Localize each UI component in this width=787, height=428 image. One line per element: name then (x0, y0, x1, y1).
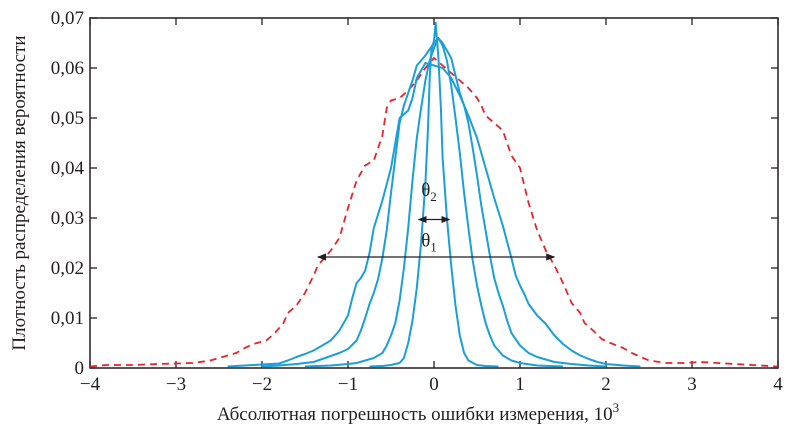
x-tick-label: 3 (687, 374, 697, 395)
x-tick-label: −2 (252, 374, 272, 395)
x-axis-ticks: −4 −3 −2 −1 0 1 2 3 4 (80, 18, 783, 395)
series-line-4 (369, 22, 499, 368)
y-tick-label: 0,03 (51, 208, 84, 229)
theta1-symbol: θ (421, 231, 430, 252)
y-tick-label: 0 (75, 358, 85, 379)
x-tick-label: 4 (773, 374, 783, 395)
series-line-dashed (89, 57, 779, 368)
x-tick-label: 2 (601, 374, 611, 395)
x-tick-label: −1 (338, 374, 358, 395)
x-axis-title-sup: 3 (613, 400, 620, 415)
series-layer (89, 22, 779, 368)
theta1-subscript: 1 (430, 240, 437, 255)
x-axis-title-text: Абсолютная погрешность ошибки измерения,… (217, 404, 613, 425)
y-axis-ticks: 0 0,01 0,02 0,03 0,04 0,05 0,06 0,07 (51, 8, 778, 379)
y-tick-label: 0,05 (51, 108, 84, 129)
x-tick-label: 0 (429, 374, 439, 395)
x-tick-label: −4 (80, 374, 101, 395)
y-tick-label: 0,06 (51, 58, 84, 79)
y-tick-label: 0,02 (51, 258, 84, 279)
x-tick-label: −3 (166, 374, 186, 395)
y-tick-label: 0,07 (51, 8, 84, 29)
series-line-1 (227, 62, 641, 368)
y-tick-label: 0,04 (51, 158, 85, 179)
y-axis-title: Плотность распределения вероятности (9, 35, 30, 350)
theta2-subscript: 2 (430, 189, 437, 204)
x-tick-label: 1 (515, 374, 525, 395)
x-axis-title: Абсолютная погрешность ошибки измерения,… (217, 400, 619, 425)
theta2-label: θ2 (421, 180, 437, 204)
y-tick-label: 0,01 (51, 308, 84, 329)
theta2-symbol: θ (421, 180, 430, 201)
theta1-label: θ1 (421, 231, 437, 255)
series-line-3 (304, 37, 564, 368)
